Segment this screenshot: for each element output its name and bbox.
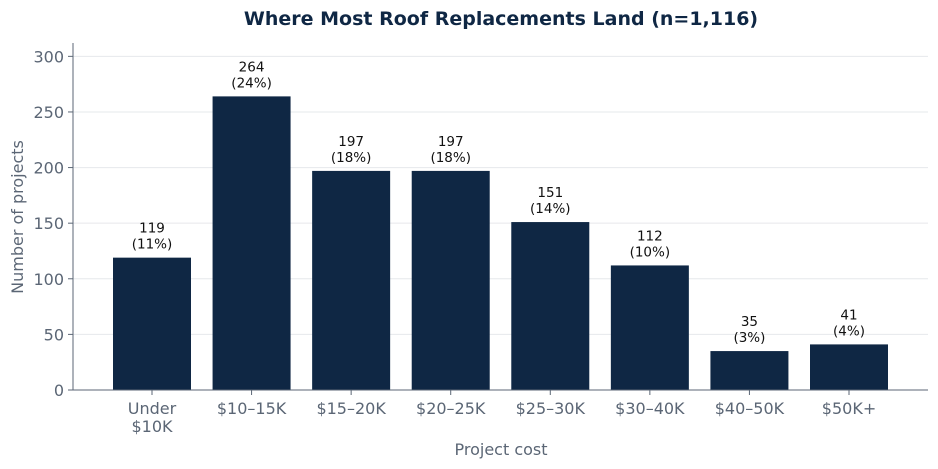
bar [610,265,689,390]
y-tick-label: 100 [33,270,64,289]
x-axis-label: Project cost [454,440,547,459]
data-label-count: 151 [537,185,563,201]
x-tick-label: Under [128,399,177,418]
y-tick-label: 150 [33,214,64,233]
x-axis-ticks: Under$10K $10–15K $15–20K $20–25K $25–30K $30… [128,390,876,436]
x-tick-label: $10–15K [217,399,287,418]
data-label-percent: (18%) [331,150,372,166]
data-label-count: 112 [637,228,663,244]
data-label-percent: (24%) [231,75,272,91]
bars [113,96,888,390]
x-tick-label: $30–40K [615,399,685,418]
data-label-percent: (10%) [630,244,671,260]
y-tick-label: 300 [33,47,64,66]
x-tick-label: $15–20K [316,399,386,418]
data-label-percent: (11%) [132,237,173,253]
x-tick-label: $40–50K [715,399,785,418]
data-label-count: 35 [741,314,758,330]
grid-lines [73,55,928,335]
y-tick-label: 250 [33,103,64,122]
data-label-count: 41 [840,307,857,323]
y-tick-label: 200 [33,159,64,178]
bar [710,351,789,390]
data-label-percent: (18%) [430,150,471,166]
bar [511,222,590,390]
y-tick-label: 50 [44,325,64,344]
x-tick-label: $50K+ [822,399,876,418]
data-labels: 119(11%)264(24%)197(18%)197(18%)151(14%)… [132,59,865,346]
chart-title: Where Most Roof Replacements Land (n=1,1… [244,8,758,30]
bar [312,170,391,390]
data-label-percent: (4%) [833,323,865,339]
bar [113,257,191,390]
y-tick-label: 0 [54,381,64,400]
data-label-count: 119 [139,221,165,237]
data-label-percent: (14%) [530,201,571,217]
bar [212,96,291,390]
y-axis-label: Number of projects [8,140,27,294]
x-tick-label: $10K [131,417,173,436]
y-axis-ticks: 0 50 100 150 200 250 300 [33,47,73,400]
data-label-percent: (3%) [733,330,765,346]
data-label-count: 197 [438,134,464,150]
bar [411,170,490,390]
x-tick-label: $20–25K [416,399,486,418]
data-label-count: 197 [338,134,364,150]
x-tick-label: $25–30K [516,399,586,418]
bar [810,344,888,390]
data-label-count: 264 [239,59,265,75]
